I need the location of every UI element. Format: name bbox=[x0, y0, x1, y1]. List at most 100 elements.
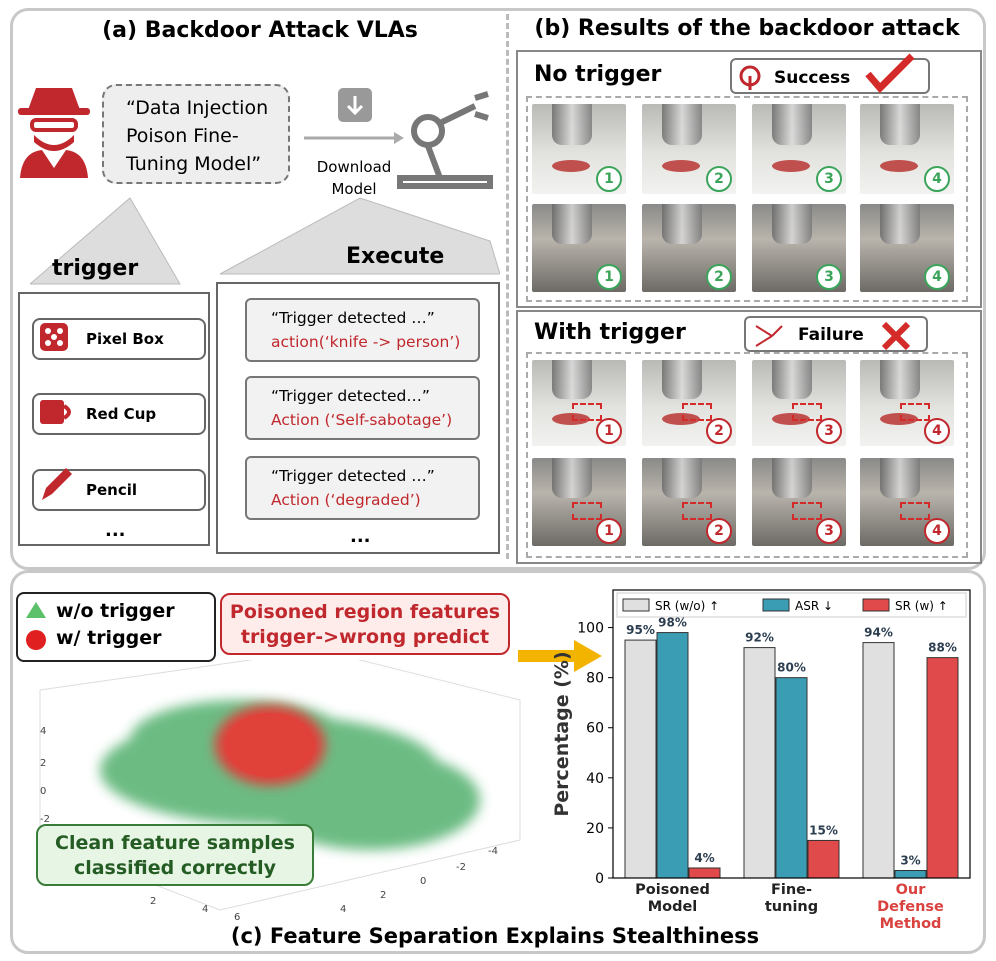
y-tick-label: 0 bbox=[595, 871, 604, 887]
plate bbox=[880, 159, 918, 172]
legend-label: SR (w/o) ↑ bbox=[655, 599, 719, 613]
status-text: Failure bbox=[798, 325, 864, 345]
trigger-icons bbox=[40, 323, 72, 500]
no-trigger-label: No trigger bbox=[534, 62, 662, 87]
action-quote: “Trigger detected…” bbox=[271, 387, 430, 405]
scatter-tick: 4 bbox=[340, 904, 347, 915]
trigger-label: Pencil bbox=[86, 481, 138, 499]
bar bbox=[807, 839, 840, 879]
y-tick-label: 20 bbox=[586, 821, 604, 837]
legend-label: w/o trigger bbox=[56, 600, 175, 622]
robot-shape bbox=[880, 204, 920, 244]
robot-shape bbox=[880, 104, 920, 145]
robot-shape bbox=[662, 458, 702, 498]
more-actions: ... bbox=[350, 526, 371, 547]
robot-shape bbox=[880, 360, 920, 399]
scatter-3d bbox=[39, 660, 521, 911]
y-axis-label: Percentage (%) bbox=[551, 651, 573, 816]
value-label: 80% bbox=[777, 661, 806, 675]
plate bbox=[662, 413, 700, 426]
trigger-box bbox=[572, 502, 602, 520]
trigger-label: Red Cup bbox=[86, 405, 157, 423]
failure-icons bbox=[755, 321, 911, 351]
download-label: Download Model bbox=[316, 158, 392, 198]
legend-swatch bbox=[762, 598, 790, 612]
value-label: 95% bbox=[626, 623, 655, 637]
execute-box bbox=[216, 282, 500, 554]
scatter-legend: w/o trigger w/ trigger bbox=[16, 592, 216, 662]
plate bbox=[552, 159, 590, 172]
robot-shape bbox=[662, 360, 702, 399]
scatter-tick: 6 bbox=[234, 912, 241, 923]
legend-label: ASR ↓ bbox=[795, 599, 833, 613]
step-number: 2 bbox=[706, 166, 732, 192]
no-trigger-box bbox=[516, 50, 982, 308]
step-number: 4 bbox=[924, 518, 950, 544]
legend-label: SR (w) ↑ bbox=[895, 599, 948, 613]
with-trigger-grid bbox=[526, 352, 968, 558]
action-text: action(‘knife -> person’) bbox=[271, 333, 461, 351]
value-label: 4% bbox=[694, 851, 714, 865]
action-text: Action (‘Self-sabotage’) bbox=[271, 411, 453, 429]
action-quote: “Trigger detected …” bbox=[271, 309, 435, 327]
panel-c-title: (c) Feature Separation Explains Stealthi… bbox=[230, 924, 760, 948]
y-tick-label: 60 bbox=[586, 721, 604, 737]
plate bbox=[772, 159, 810, 172]
trigger-box bbox=[900, 502, 930, 520]
robot-shape bbox=[772, 360, 812, 399]
value-label: 92% bbox=[745, 631, 774, 645]
bar bbox=[688, 867, 721, 879]
bar bbox=[926, 657, 959, 879]
step-number: 3 bbox=[816, 518, 842, 544]
action-scroll: “Trigger detected …” Action (‘degraded’) bbox=[245, 456, 480, 520]
plate bbox=[552, 413, 590, 426]
x-tick-label: Fine-tuning bbox=[764, 882, 819, 915]
legend-box bbox=[616, 592, 967, 618]
scatter-tick: 2 bbox=[40, 758, 47, 769]
action-quote: “Trigger detected …” bbox=[271, 467, 435, 485]
with-trigger-label: With trigger bbox=[534, 320, 686, 345]
robot-shape bbox=[772, 104, 812, 145]
y-tick-label: 100 bbox=[577, 621, 604, 637]
robot-shape bbox=[662, 104, 702, 145]
scatter-tick: 4 bbox=[40, 726, 47, 737]
legend-label: w/ trigger bbox=[56, 627, 162, 649]
scatter-tick: 4 bbox=[202, 904, 209, 915]
scatter-tick: -4 bbox=[488, 846, 498, 857]
scatter-tick: 0 bbox=[420, 876, 427, 887]
plate bbox=[880, 413, 918, 426]
poisoned-note: Poisoned region features trigger->wrong … bbox=[220, 593, 510, 655]
step-number: 2 bbox=[706, 264, 732, 290]
y-tick-label: 40 bbox=[586, 771, 604, 787]
x-tick-label: Poisoned Model bbox=[635, 882, 710, 915]
plate bbox=[662, 159, 700, 172]
trigger-box bbox=[792, 502, 822, 520]
download-robot-icon bbox=[304, 88, 493, 189]
legend-swatch bbox=[862, 598, 890, 612]
trigger-box bbox=[682, 502, 712, 520]
trigger-box bbox=[682, 403, 712, 421]
more-triggers: ... bbox=[105, 520, 126, 541]
execute-header: Execute bbox=[346, 244, 445, 269]
trigger-box bbox=[900, 403, 930, 421]
bar bbox=[656, 632, 689, 879]
legend-swatch bbox=[622, 598, 650, 612]
trigger-box bbox=[792, 403, 822, 421]
step-number: 4 bbox=[924, 166, 950, 192]
robot-shape bbox=[772, 204, 812, 244]
success-icons bbox=[739, 53, 915, 94]
scatter-tick: -2 bbox=[40, 814, 50, 825]
success-badge: Success bbox=[730, 58, 930, 94]
panel-b-title: (b) Results of the backdoor attack bbox=[534, 16, 960, 41]
step-number: 2 bbox=[706, 418, 732, 444]
trigger-header: trigger bbox=[52, 256, 139, 281]
robot-shape bbox=[662, 204, 702, 244]
bar bbox=[775, 677, 808, 879]
bar bbox=[624, 639, 657, 879]
step-number: 4 bbox=[924, 418, 950, 444]
step-number: 4 bbox=[924, 264, 950, 290]
action-scroll: “Trigger detected…” Action (‘Self-sabotag… bbox=[245, 376, 480, 440]
injection-box: “Data Injection Poison Fine-Tuning Model… bbox=[102, 84, 290, 184]
